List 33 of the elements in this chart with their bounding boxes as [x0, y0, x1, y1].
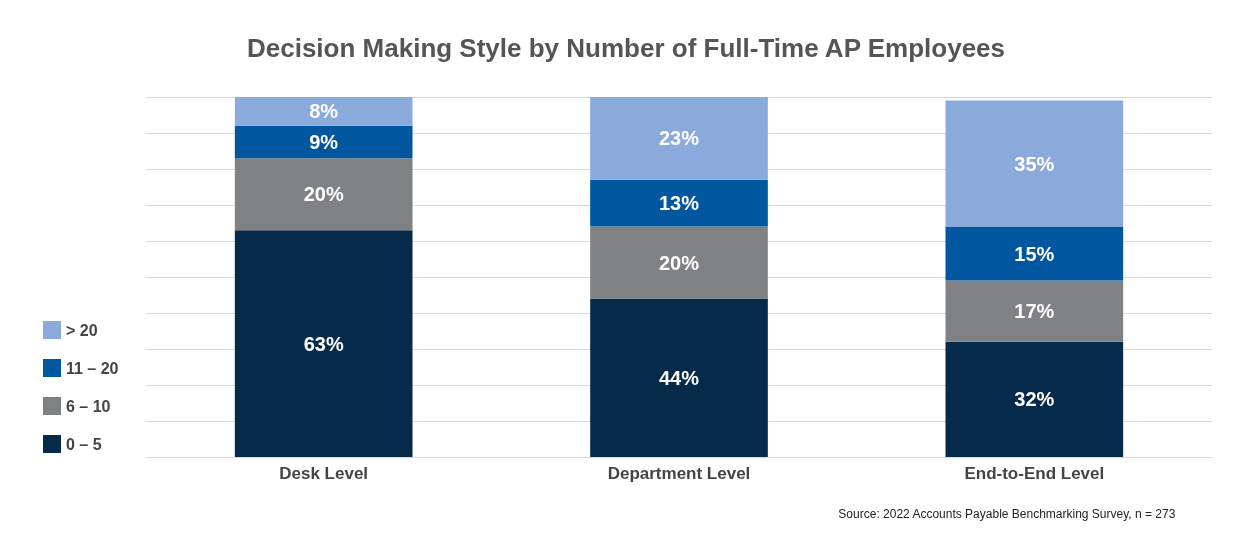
chart-title: Decision Making Style by Number of Full-Time AP Employees	[246, 33, 1006, 63]
bar	[945, 280, 1124, 342]
data-label: 44%	[658, 366, 700, 389]
data-label: 20%	[303, 183, 344, 206]
bar	[945, 341, 1124, 457]
legend-label: 11 – 20	[66, 359, 119, 377]
bar	[945, 226, 1124, 281]
bar	[234, 97, 413, 126]
x-tick-label: End-to-End Level	[964, 464, 1105, 483]
legend-label: 0 – 5	[66, 435, 102, 453]
data-label: 15%	[1014, 242, 1055, 265]
bar	[234, 125, 413, 159]
data-label: 32%	[1014, 388, 1055, 411]
bar	[590, 226, 768, 299]
legend-label: > 20	[66, 321, 98, 339]
data-label: 20%	[658, 251, 700, 274]
data-label: 63%	[303, 332, 344, 355]
data-label: 9%	[309, 131, 339, 153]
data-label: 17%	[1014, 300, 1055, 323]
bar	[590, 97, 768, 180]
bar	[945, 100, 1124, 227]
source-note: Source: 2022 Accounts Payable Benchmarking Survey, n = 273	[838, 507, 1176, 521]
x-tick-label: Desk Level	[279, 464, 369, 483]
data-label: 13%	[658, 192, 700, 215]
x-tick-label: Department Level	[607, 464, 751, 483]
data-label: 8%	[309, 100, 339, 123]
bar	[234, 230, 413, 457]
legend-label: 6 – 10	[66, 397, 111, 415]
bar	[234, 158, 413, 231]
bar	[590, 298, 768, 457]
bar	[590, 179, 768, 227]
data-label: 23%	[658, 127, 700, 150]
data-label: 35%	[1014, 152, 1055, 175]
